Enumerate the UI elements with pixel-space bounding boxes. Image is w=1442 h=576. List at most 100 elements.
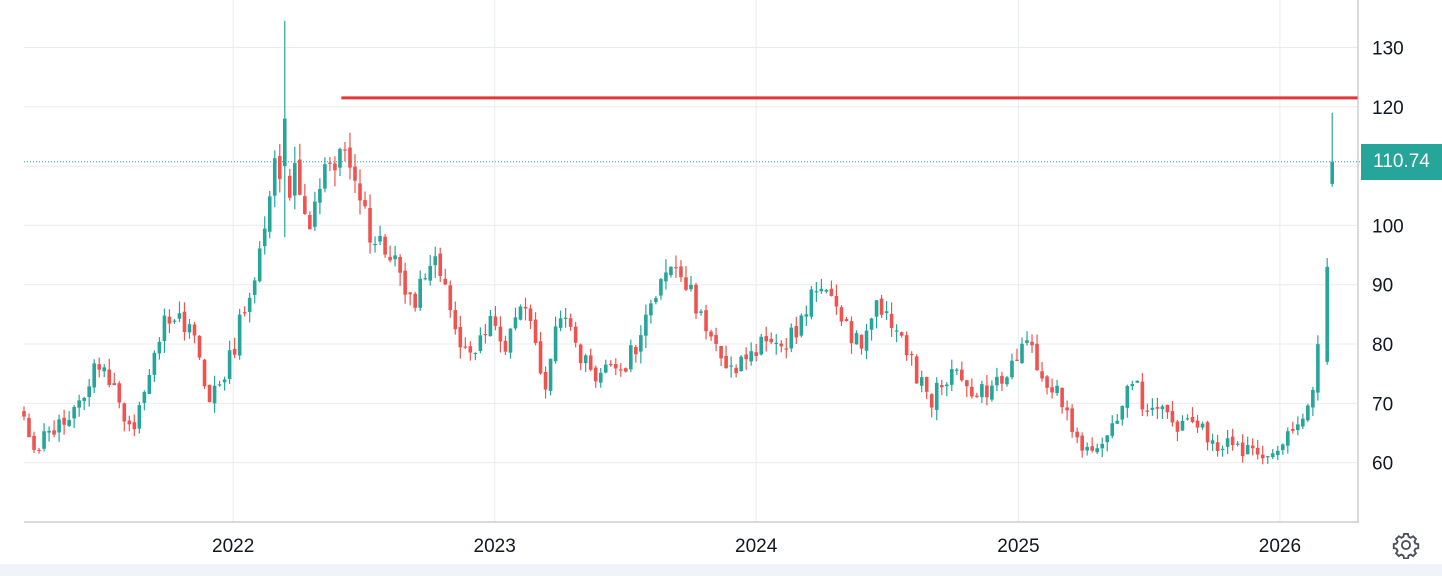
settings-gear-icon[interactable] <box>1392 531 1420 559</box>
candle-body <box>498 326 503 342</box>
candle-body <box>122 403 127 422</box>
candle-body <box>764 336 769 342</box>
candle-body <box>1050 387 1054 393</box>
candle-body <box>1311 389 1315 408</box>
candle-body <box>844 319 849 322</box>
candle-body <box>884 311 889 314</box>
candle-body <box>1210 440 1215 444</box>
candle-body <box>598 372 603 383</box>
candle-body <box>784 348 789 350</box>
candle-body <box>664 272 668 282</box>
candle-body <box>1330 161 1335 184</box>
candle-body <box>834 296 839 307</box>
candle-body <box>102 367 107 372</box>
candle-body <box>187 324 192 333</box>
candle-body <box>1010 360 1014 378</box>
candle-body <box>1100 443 1105 449</box>
candle-body <box>343 149 347 151</box>
x-tick-label: 2025 <box>997 536 1039 557</box>
candle-body <box>518 306 523 320</box>
candle-body <box>1260 454 1265 459</box>
candle-body <box>729 365 733 367</box>
candle-body <box>303 196 307 214</box>
candle-body <box>769 338 774 343</box>
candle-body <box>242 312 247 314</box>
candle-body <box>824 289 829 292</box>
candle-body <box>909 353 914 356</box>
candle-body <box>859 334 864 349</box>
candle-body <box>1296 424 1300 431</box>
candle-body <box>127 420 132 425</box>
candle-body <box>1190 416 1195 423</box>
candle-body <box>553 326 558 362</box>
candle-body <box>608 363 613 366</box>
candles <box>22 20 1335 465</box>
candle-body <box>975 395 979 397</box>
candle-body <box>990 385 994 400</box>
candle-body <box>568 318 573 327</box>
candle-body <box>1180 420 1185 431</box>
candle-body <box>1160 406 1165 410</box>
candle-body <box>513 317 518 329</box>
candle-body <box>267 196 272 232</box>
candle-body <box>779 343 784 347</box>
candle-body <box>924 377 929 392</box>
candle-body <box>864 330 869 351</box>
candle-body <box>1135 380 1140 383</box>
candle-body <box>578 344 583 364</box>
x-tick-label: 2024 <box>735 536 778 557</box>
candle-body <box>644 314 648 336</box>
candle-body <box>72 407 76 419</box>
candle-body <box>418 278 422 308</box>
candle-body <box>67 419 71 426</box>
candle-body <box>192 324 197 336</box>
candle-body <box>1020 343 1024 364</box>
candle-body <box>794 326 799 338</box>
y-tick-label: 60 <box>1372 454 1393 475</box>
candle-body <box>523 306 528 309</box>
candle-body <box>448 285 453 310</box>
candle-body <box>849 321 854 344</box>
candle-body <box>1150 407 1155 410</box>
candle-body <box>368 207 372 243</box>
candle-body <box>593 367 598 382</box>
candle-body <box>679 266 683 278</box>
candle-body <box>949 369 954 385</box>
candle-body <box>252 280 257 295</box>
candle-body <box>1325 266 1329 362</box>
candle-body <box>854 333 859 345</box>
candle-body <box>839 307 844 322</box>
candle-body <box>1060 387 1064 408</box>
candle-body <box>573 326 578 343</box>
candle-body <box>388 256 392 261</box>
candle-body <box>453 310 458 330</box>
candle-body <box>639 335 643 352</box>
candle-body <box>623 368 628 372</box>
candle-body <box>1220 448 1225 451</box>
candle-body <box>177 313 182 319</box>
candle-body <box>318 188 322 203</box>
candle-body <box>333 163 337 171</box>
candle-body <box>1030 341 1034 346</box>
candle-body <box>744 354 748 360</box>
x-tick-label: 2022 <box>212 536 254 557</box>
candle-body <box>1130 384 1135 387</box>
candle-body <box>237 314 242 356</box>
candle-body <box>1105 435 1110 443</box>
candle-body <box>1095 448 1100 453</box>
candle-body <box>739 356 743 372</box>
candle-body <box>232 348 237 355</box>
candle-body <box>353 166 357 181</box>
candle-body <box>1090 446 1095 451</box>
candle-body <box>829 288 834 296</box>
candle-body <box>423 278 428 280</box>
candle-body <box>87 386 92 398</box>
y-tick-label: 70 <box>1372 394 1393 415</box>
candle-body <box>473 352 478 354</box>
candle-body <box>749 351 753 362</box>
candle-body <box>754 352 759 357</box>
candle-body <box>960 369 964 381</box>
candle-body <box>1290 428 1295 431</box>
candle-body <box>1280 444 1285 451</box>
candle-body <box>814 291 819 293</box>
